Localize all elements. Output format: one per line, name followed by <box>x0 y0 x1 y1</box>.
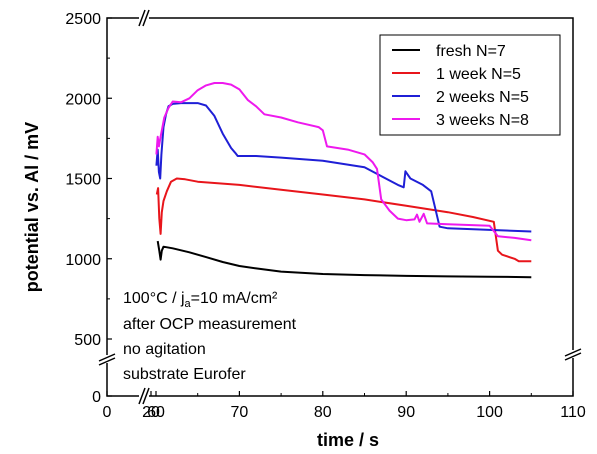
y-tick-label: 1000 <box>65 252 101 269</box>
x-tick-label: 90 <box>397 404 415 421</box>
axis-break-marks <box>98 9 582 405</box>
conditions-annotation: 100°C / ja=10 mA/cm² after OCP measureme… <box>123 290 297 383</box>
y-tick-label: 500 <box>74 332 101 349</box>
y-axis-title: potential vs. Al / mV <box>22 122 42 292</box>
x-tick-label: 70 <box>231 404 249 421</box>
legend-label-2weeks: 2 weeks N=5 <box>436 89 529 106</box>
x-tick-label: 100 <box>476 404 503 421</box>
annotation-line-4: substrate Eurofer <box>123 366 246 383</box>
annotation-line-3: no agitation <box>123 341 206 358</box>
x-tick-label: 60 <box>147 404 165 421</box>
plot-frame <box>106 17 574 397</box>
x-tick-label: 20 <box>142 404 160 421</box>
x-tick-label: 110 <box>560 404 586 421</box>
x-tick-label: 80 <box>314 404 332 421</box>
y-axis-ticks: 0 500 1000 1500 2000 2500 <box>65 11 112 406</box>
legend: fresh N=7 1 week N=5 2 weeks N=5 3 weeks… <box>379 34 561 136</box>
x-axis-title: time / s <box>317 430 379 450</box>
series-line-fresh <box>156 240 532 279</box>
legend-label-1week: 1 week N=5 <box>436 66 521 83</box>
series-line-3-weeks <box>155 82 532 242</box>
series-layer <box>155 82 532 279</box>
legend-label-3weeks: 3 weeks N=8 <box>436 112 529 129</box>
series-line-1-week <box>155 177 532 263</box>
series-line-2-weeks <box>155 102 532 233</box>
y-tick-label: 1500 <box>65 172 101 189</box>
annotation-line-1: 100°C / ja=10 mA/cm² <box>123 290 278 310</box>
x-tick-label: 0 <box>103 404 112 421</box>
y-tick-label: 2000 <box>65 91 101 108</box>
legend-label-fresh: fresh N=7 <box>436 43 506 60</box>
y-tick-label: 0 <box>92 389 101 406</box>
annotation-line-2: after OCP measurement <box>123 316 297 333</box>
y-tick-label: 2500 <box>65 11 101 28</box>
